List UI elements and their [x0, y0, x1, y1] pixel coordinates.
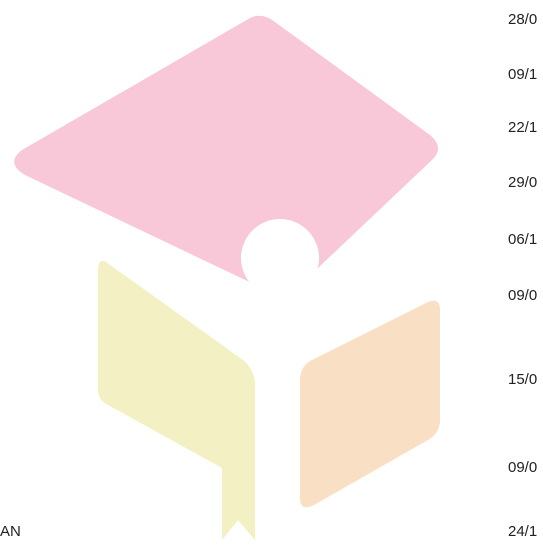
date-text: 28/0 — [508, 11, 538, 28]
cap-top — [14, 15, 439, 294]
date-text: 09/0 — [508, 459, 538, 476]
date-text: 15/0 — [508, 371, 538, 388]
date-text: 09/1 — [508, 66, 538, 83]
date-text: 29/0 — [508, 174, 538, 191]
cap-circle — [241, 219, 319, 297]
date-text: 06/1 — [508, 231, 538, 248]
left-label: AN — [0, 523, 21, 540]
book-right — [300, 300, 440, 508]
date-text: 22/1 — [508, 119, 538, 136]
date-text: 24/1 — [508, 523, 538, 540]
date-text: 09/0 — [508, 287, 538, 304]
book-left — [98, 261, 255, 540]
